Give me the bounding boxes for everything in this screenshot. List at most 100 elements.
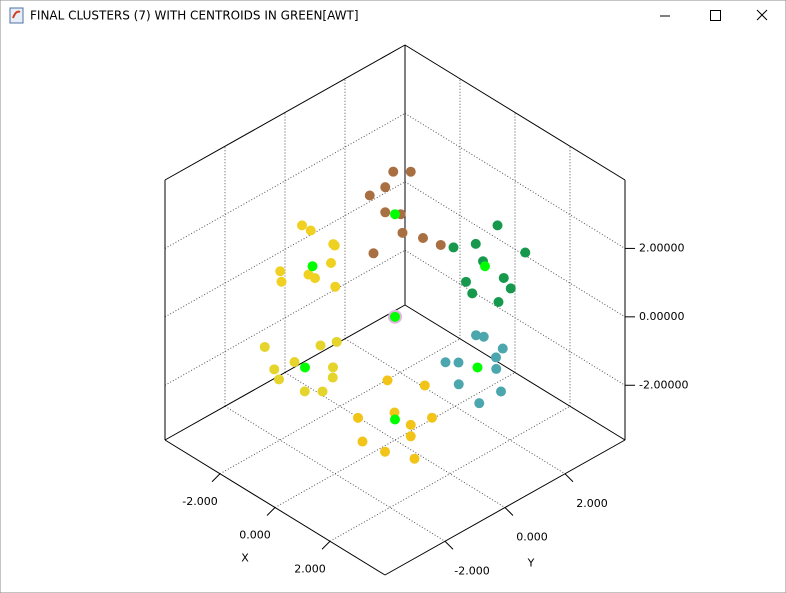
data-point	[317, 386, 328, 397]
data-point	[390, 414, 400, 425]
grid-line	[344, 338, 566, 475]
grid-line	[329, 405, 571, 542]
data-point	[405, 419, 416, 430]
data-point	[491, 352, 501, 363]
data-point	[327, 372, 338, 383]
window-title: FINAL CLUSTERS (7) WITH CENTROIDS IN GRE…	[30, 9, 359, 23]
data-point	[368, 248, 379, 259]
data-point	[380, 207, 391, 218]
plot: -2.000 0.000 2.000 -2.000 0.000 2.000 2.00000 0…	[164, 44, 688, 577]
data-point	[461, 276, 471, 287]
box-edge	[164, 44, 406, 181]
data-point	[364, 190, 375, 201]
z-tick-label: -2.00000	[639, 378, 688, 391]
y-tick-label: -2.000	[454, 564, 489, 577]
data-point	[496, 386, 506, 397]
data-point	[331, 336, 342, 347]
z-tick-label: 2.00000	[639, 241, 685, 254]
data-point	[397, 227, 408, 238]
grid-line	[164, 181, 406, 318]
grid-line	[164, 249, 406, 386]
data-point	[276, 276, 287, 287]
maximize-button[interactable]	[710, 10, 721, 21]
data-point	[390, 209, 400, 220]
data-point	[388, 166, 399, 177]
y-tick-label: 2.000	[576, 497, 608, 510]
data-point	[497, 343, 508, 354]
y-tick-label: 0.000	[516, 531, 548, 544]
data-point	[275, 266, 286, 277]
data-point	[478, 331, 489, 342]
app-icon	[9, 7, 24, 24]
data-point	[418, 233, 428, 244]
data-point	[274, 374, 284, 385]
grid-line	[404, 112, 626, 249]
data-point	[405, 166, 416, 177]
tick-mark	[444, 540, 454, 550]
grid-line	[404, 249, 626, 386]
data-point	[453, 357, 464, 368]
data-point	[470, 238, 481, 249]
data-point	[440, 357, 451, 368]
data-point	[467, 288, 478, 299]
data-point	[409, 453, 420, 464]
box-edge	[404, 44, 626, 181]
data-point	[453, 379, 464, 390]
data-point	[472, 362, 483, 373]
data-point	[435, 239, 446, 250]
data-point	[427, 412, 437, 423]
y-axis-label: Y	[527, 557, 535, 570]
grid-line	[219, 338, 461, 475]
tick-mark	[266, 507, 276, 516]
data-point	[380, 446, 390, 457]
z-tick-label: 0.00000	[639, 310, 685, 323]
data-point	[307, 261, 318, 272]
data-point	[297, 220, 307, 231]
data-point	[493, 296, 504, 307]
data-point	[471, 330, 481, 341]
x-tick-label: 2.000	[294, 562, 326, 575]
data-point	[380, 182, 391, 193]
tick-mark	[504, 507, 514, 516]
data-point	[492, 220, 503, 231]
data-point	[419, 380, 430, 391]
close-button[interactable]	[756, 9, 768, 21]
grid-line	[284, 372, 506, 508]
box-edge	[404, 304, 626, 441]
data-point	[330, 281, 341, 292]
tick-mark	[564, 473, 574, 483]
data-point	[310, 273, 320, 284]
tick-mark	[321, 540, 331, 550]
data-point	[448, 242, 459, 253]
data-point	[382, 375, 393, 386]
grid-line	[274, 372, 516, 508]
grid-line	[224, 405, 446, 542]
x-tick-label: -2.000	[182, 495, 217, 508]
data-point	[353, 412, 363, 423]
data-point	[491, 363, 502, 374]
data-point	[315, 340, 326, 351]
data-point	[390, 311, 400, 322]
data-point	[405, 431, 416, 442]
tick-mark	[211, 473, 221, 483]
grid-line	[404, 181, 626, 318]
app-icon-flame	[12, 10, 21, 19]
data-point	[305, 225, 316, 236]
data-point	[259, 341, 270, 352]
title-bar	[1, 1, 785, 31]
x-axis-label: X	[241, 552, 249, 565]
data-point	[474, 398, 485, 409]
grid-line	[164, 112, 406, 249]
box-edge	[164, 304, 406, 441]
data-point	[269, 364, 280, 375]
data-point	[328, 362, 338, 373]
x-tick-label: 0.000	[239, 529, 271, 542]
data-point	[289, 356, 300, 367]
data-point	[520, 247, 531, 258]
data-point	[328, 239, 339, 250]
data-point	[357, 436, 368, 447]
data-point	[300, 362, 310, 373]
data-point	[480, 261, 490, 272]
